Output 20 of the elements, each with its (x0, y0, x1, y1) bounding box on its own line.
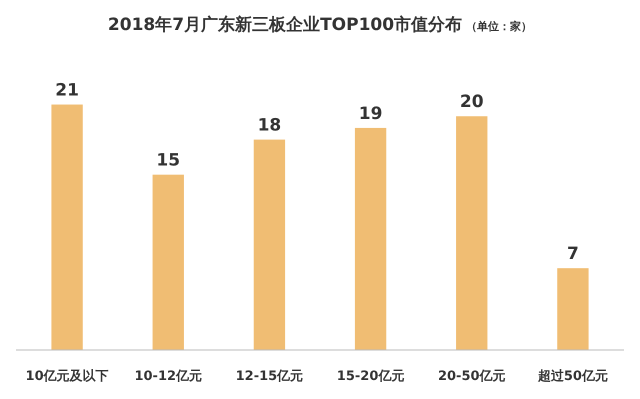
bar (354, 128, 386, 350)
chart-subtitle: （单位：家） (466, 20, 532, 33)
bar (557, 268, 589, 350)
x-tick-label: 20-50亿元 (438, 369, 506, 384)
data-label: 18 (258, 116, 282, 136)
data-label: 7 (566, 244, 579, 264)
x-tick-label: 10-12亿元 (134, 369, 202, 384)
x-tick-label: 15-20亿元 (336, 369, 404, 384)
data-label: 19 (358, 104, 382, 124)
chart-title: 2018年7月广东新三板企业TOP100市值分布 (108, 15, 462, 35)
data-label: 15 (156, 150, 180, 171)
bar (456, 116, 488, 350)
bar (254, 140, 286, 350)
bar (51, 104, 83, 350)
data-label: 21 (55, 80, 79, 101)
x-tick-label: 12-15亿元 (236, 369, 304, 384)
x-tick-label: 10亿元及以下 (26, 369, 109, 384)
bar (152, 174, 184, 350)
x-tick-label: 超过50亿元 (536, 369, 608, 384)
data-label: 20 (460, 92, 484, 112)
